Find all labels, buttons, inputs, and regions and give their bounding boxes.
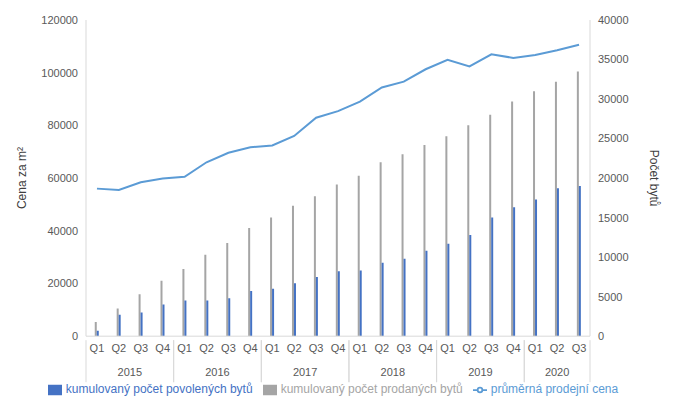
- svg-text:0: 0: [598, 330, 604, 342]
- svg-text:20000: 20000: [598, 172, 629, 184]
- svg-text:Q4: Q4: [243, 342, 258, 354]
- svg-text:100000: 100000: [41, 67, 78, 79]
- svg-text:Q1: Q1: [440, 342, 455, 354]
- svg-text:10000: 10000: [598, 251, 629, 263]
- svg-text:Cena za m²: Cena za m²: [15, 147, 29, 209]
- svg-text:Q4: Q4: [155, 342, 170, 354]
- svg-text:2018: 2018: [381, 366, 405, 378]
- svg-text:Q4: Q4: [331, 342, 346, 354]
- svg-text:35000: 35000: [598, 53, 629, 65]
- svg-text:Q2: Q2: [374, 342, 389, 354]
- svg-text:Q1: Q1: [528, 342, 543, 354]
- svg-text:Q1: Q1: [265, 342, 280, 354]
- html-text:kumulovaný počet prodaných byt: kumulovaný počet prodaných bytů: [280, 382, 463, 397]
- svg-text:Q3: Q3: [309, 342, 324, 354]
- svg-text:15000: 15000: [598, 212, 629, 224]
- svg-text:Q4: Q4: [418, 342, 433, 354]
- svg-text:Q2: Q2: [462, 342, 477, 354]
- svg-text:Q2: Q2: [287, 342, 302, 354]
- svg-text:5000: 5000: [598, 291, 622, 303]
- svg-text:Počet bytů: Počet bytů: [647, 150, 661, 207]
- html-text:kumulovaný počet povolených by: kumulovaný počet povolených bytů: [65, 382, 253, 397]
- svg-text:2019: 2019: [468, 366, 492, 378]
- svg-text:40000: 40000: [598, 14, 629, 26]
- svg-text:25000: 25000: [598, 132, 629, 144]
- svg-text:Q1: Q1: [90, 342, 105, 354]
- svg-text:2016: 2016: [205, 366, 229, 378]
- svg-text:2015: 2015: [118, 366, 142, 378]
- svg-text:30000: 30000: [598, 93, 629, 105]
- svg-text:0: 0: [72, 330, 78, 342]
- svg-text:Q3: Q3: [572, 342, 587, 354]
- svg-text:60000: 60000: [47, 172, 78, 184]
- svg-text:40000: 40000: [47, 225, 78, 237]
- svg-text:2017: 2017: [293, 366, 317, 378]
- svg-text:Q3: Q3: [484, 342, 499, 354]
- html-text:průměrná prodejní cena: průměrná prodejní cena: [490, 382, 619, 397]
- svg-text:Q3: Q3: [221, 342, 236, 354]
- svg-text:Q2: Q2: [550, 342, 565, 354]
- svg-text:Q4: Q4: [506, 342, 521, 354]
- svg-text:Q3: Q3: [396, 342, 411, 354]
- svg-text:Q2: Q2: [199, 342, 214, 354]
- svg-text:Q3: Q3: [133, 342, 148, 354]
- svg-text:120000: 120000: [41, 14, 78, 26]
- svg-text:Q1: Q1: [353, 342, 368, 354]
- svg-text:80000: 80000: [47, 119, 78, 131]
- svg-text:Q2: Q2: [112, 342, 127, 354]
- svg-text:2020: 2020: [545, 366, 569, 378]
- svg-text:Q1: Q1: [177, 342, 192, 354]
- svg-text:20000: 20000: [47, 277, 78, 289]
